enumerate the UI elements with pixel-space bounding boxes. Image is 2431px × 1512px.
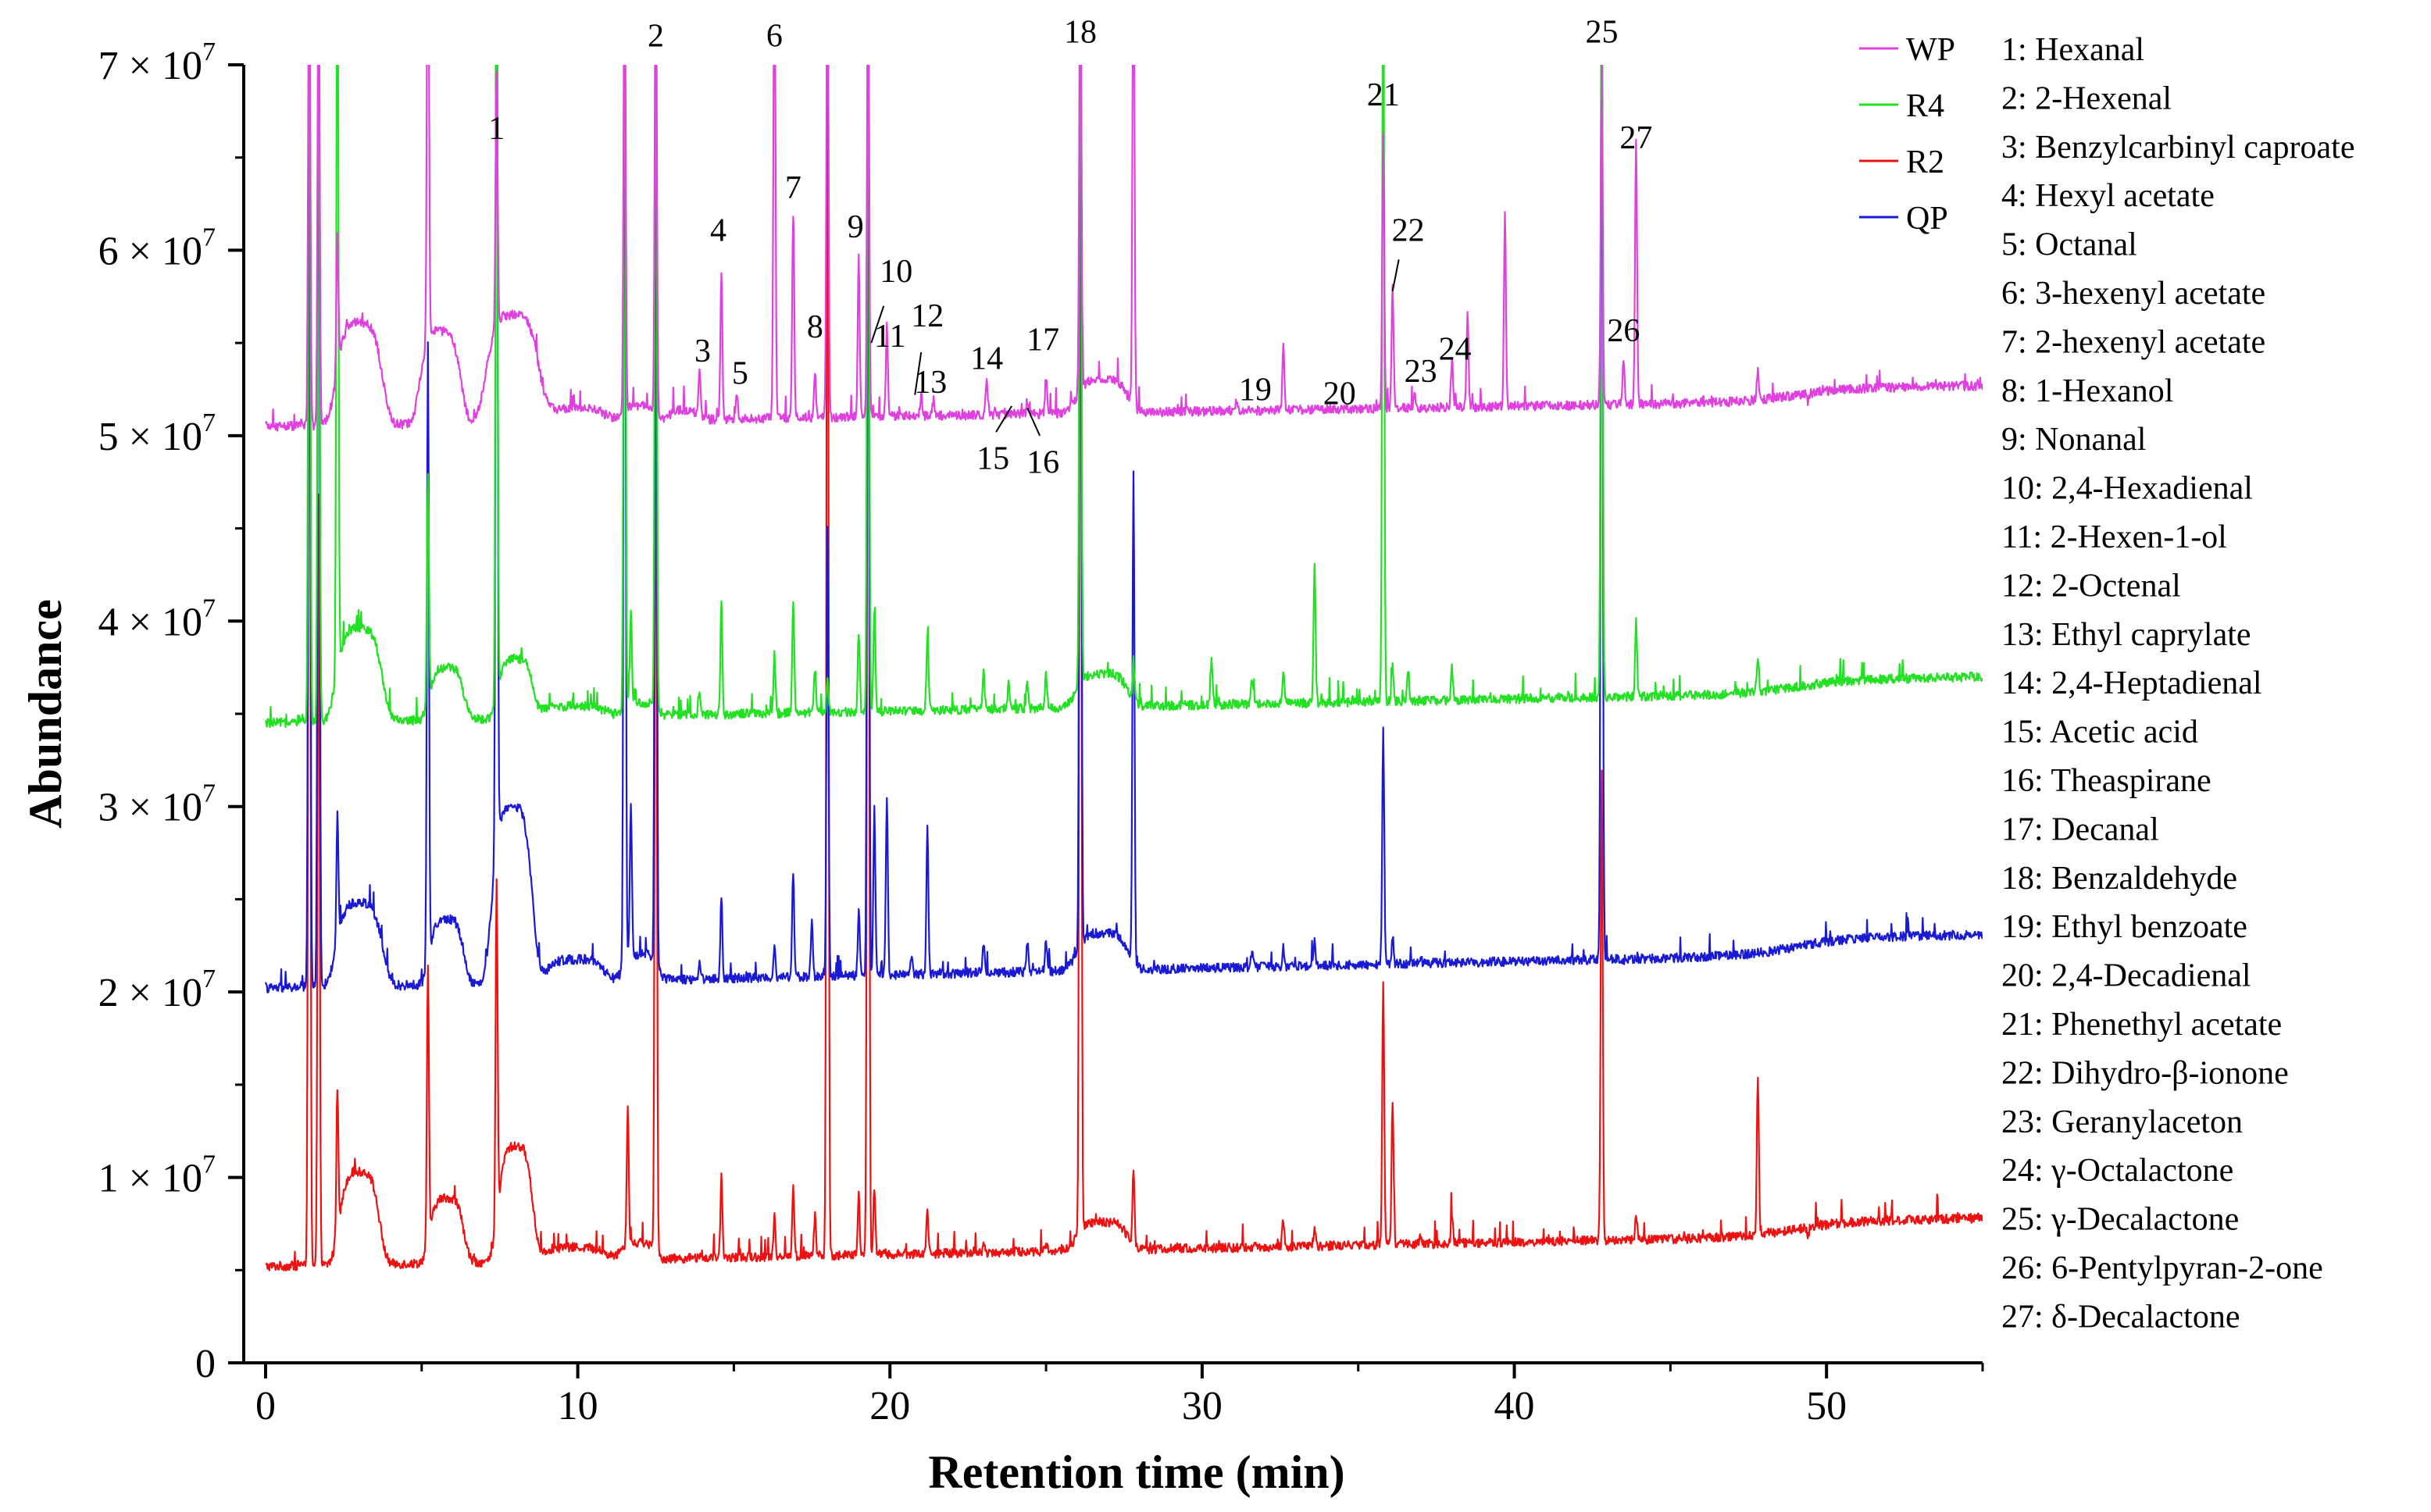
peak-label-8: 8	[807, 309, 823, 345]
peak-label-21: 21	[1367, 77, 1400, 113]
peak-label-1: 1	[488, 111, 505, 147]
compound-item: 23: Geranylaceton	[2001, 1104, 2243, 1140]
legend-label-wp: WP	[1906, 32, 1955, 68]
y-axis-title: Abundance	[20, 599, 71, 828]
compound-list: 1: Hexanal 2: 2-Hexenal 3: Benzylcarbinyl …	[2001, 32, 2354, 1335]
compound-item: 13: Ethyl caprylate	[2001, 617, 2251, 653]
peak-label-18: 18	[1064, 15, 1097, 51]
peak-label-9: 9	[848, 209, 864, 245]
x-tick-label: 50	[1806, 1384, 1847, 1428]
compound-item: 24: γ-Octalactone	[2001, 1153, 2233, 1189]
peak-label-26: 26	[1607, 313, 1640, 349]
compound-item: 14: 2,4-Heptadienal	[2001, 665, 2262, 701]
series-line-qp	[264, 65, 1983, 993]
peak-leader-line	[1026, 407, 1041, 437]
x-tick-label: 30	[1182, 1384, 1223, 1428]
compound-item: 8: 1-Hexanol	[2001, 373, 2173, 409]
compound-item: 12: 2-Octenal	[2001, 568, 2181, 604]
compound-item: 7: 2-hexenyl acetate	[2001, 324, 2265, 360]
compound-item: 5: Octanal	[2001, 227, 2137, 263]
compound-item: 6: 3-hexenyl acetate	[2001, 276, 2265, 312]
y-tick-label: 1 × 107	[98, 1150, 216, 1201]
legend: WP R4 R2 QP	[1859, 32, 1955, 237]
peak-label-2: 2	[648, 18, 664, 54]
compound-item: 3: Benzylcarbinyl caproate	[2001, 130, 2354, 166]
peak-label-20: 20	[1323, 376, 1356, 412]
compound-item: 1: Hexanal	[2001, 32, 2144, 68]
compound-item: 9: Nonanal	[2001, 422, 2146, 458]
series-layer	[264, 65, 1983, 1271]
compound-item: 18: Benzaldehyde	[2001, 861, 2237, 897]
y-tick-label: 5 × 107	[98, 408, 216, 459]
peak-label-23: 23	[1405, 354, 1437, 390]
peak-label-27: 27	[1619, 120, 1652, 156]
peak-leader-line	[914, 351, 923, 395]
axes-layer: 0 10 20 30 40 50 0 1 × 107 2 × 107 3 × 107 4 × 107…	[98, 37, 1984, 1428]
compound-item: 27: δ-Decalactone	[2001, 1299, 2240, 1335]
peak-label-14: 14	[970, 341, 1003, 376]
compound-item: 10: 2,4-Hexadienal	[2001, 471, 2253, 507]
peak-label-12: 12	[911, 298, 944, 334]
peak-label-6: 6	[766, 18, 783, 54]
peak-leader-line	[1391, 259, 1400, 291]
compound-item: 16: Theaspirane	[2001, 763, 2211, 799]
x-tick-label: 10	[558, 1384, 598, 1428]
peak-label-16: 16	[1026, 444, 1059, 480]
peak-label-13: 13	[914, 365, 947, 401]
peak-leader-line	[995, 405, 1012, 433]
compound-item: 20: 2,4-Decadienal	[2001, 958, 2251, 994]
compound-item: 21: Phenethyl acetate	[2001, 1007, 2282, 1043]
peak-label-17: 17	[1026, 323, 1059, 358]
peak-label-10: 10	[880, 254, 912, 290]
peak-label-11: 11	[874, 319, 905, 355]
y-tick-label: 7 × 107	[98, 37, 216, 88]
x-tick-label: 40	[1494, 1384, 1535, 1428]
peak-leader-line	[870, 305, 885, 344]
peak-label-22: 22	[1392, 213, 1425, 249]
y-tick-label: 0	[195, 1342, 216, 1386]
x-axis-title: Retention time (min)	[928, 1446, 1344, 1498]
peak-label-15: 15	[976, 441, 1009, 477]
legend-label-r2: R2	[1906, 144, 1944, 180]
series-line-r2	[265, 65, 1983, 1271]
compound-item: 2: 2-Hexenal	[2001, 80, 2172, 116]
peak-label-19: 19	[1239, 373, 1272, 408]
x-tick-label: 0	[255, 1384, 276, 1428]
series-line-wp	[264, 65, 1983, 432]
compound-item: 26: 6-Pentylpyran-2-one	[2001, 1250, 2323, 1286]
x-tick-label: 20	[869, 1384, 910, 1428]
y-tick-label: 3 × 107	[98, 779, 216, 830]
compound-item: 19: Ethyl benzoate	[2001, 909, 2247, 945]
peak-label-5: 5	[732, 355, 748, 391]
compound-item: 4: Hexyl acetate	[2001, 178, 2215, 214]
y-tick-label: 6 × 107	[98, 223, 216, 273]
peak-label-24: 24	[1439, 332, 1472, 368]
compound-item: 11: 2-Hexen-1-ol	[2001, 519, 2227, 555]
series-line-r4	[264, 65, 1983, 729]
y-tick-label: 2 × 107	[98, 965, 216, 1015]
compound-item: 25: γ-Decalactone	[2001, 1202, 2239, 1238]
legend-label-qp: QP	[1906, 201, 1948, 237]
compound-item: 15: Acetic acid	[2001, 715, 2198, 751]
peak-label-4: 4	[710, 213, 726, 249]
peak-label-7: 7	[785, 170, 801, 206]
y-tick-label: 4 × 107	[98, 594, 216, 644]
peak-label-3: 3	[694, 333, 711, 369]
compound-item: 17: Decanal	[2001, 811, 2159, 847]
compound-item: 22: Dihydro-β-ionone	[2001, 1055, 2289, 1091]
legend-label-r4: R4	[1906, 88, 1944, 124]
peak-label-25: 25	[1585, 15, 1618, 51]
